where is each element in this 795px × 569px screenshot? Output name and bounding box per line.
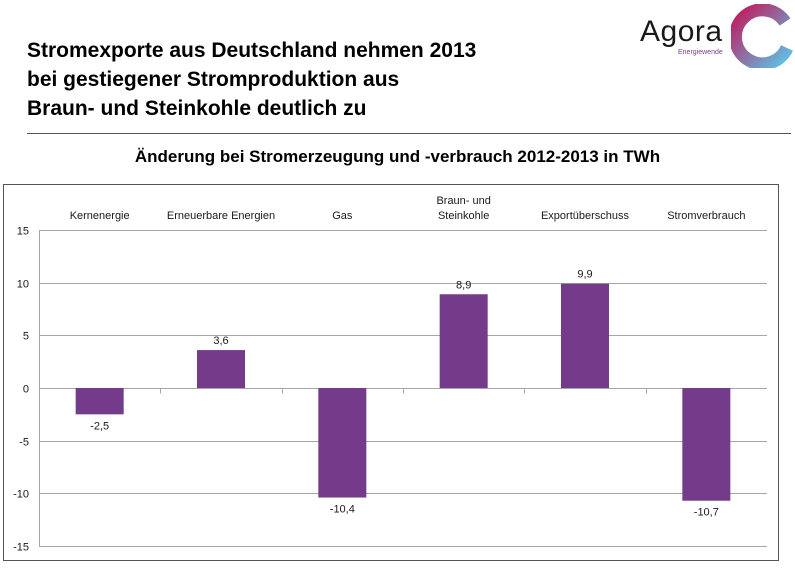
bar	[439, 294, 488, 388]
y-tick-label: 0	[23, 384, 29, 396]
y-tick-label: -5	[19, 437, 29, 449]
y-tick-label: 10	[17, 279, 29, 291]
headline-line: Braun- und Steinkohle deutlich zu	[27, 97, 367, 120]
value-label: -10,4	[330, 504, 355, 516]
agora-ring-icon	[731, 4, 793, 68]
headline-line: Stromexporte aus Deutschland nehmen 2013	[27, 39, 477, 62]
bar	[197, 350, 245, 388]
logo-subtitle: Energiewende	[678, 49, 723, 56]
chart-title: Änderung bei Stromerzeugung und -verbrau…	[134, 147, 661, 166]
category-label: Kernenergie	[70, 210, 130, 222]
y-tick-label: 15	[17, 226, 29, 238]
category-label: Exportüberschuss	[541, 210, 630, 222]
value-label: 8,9	[456, 279, 471, 291]
bars	[75, 283, 731, 501]
category-label: Gas	[332, 210, 353, 222]
category-label: Braun- und Steinkohle	[436, 195, 490, 222]
logo-name: Agora	[640, 15, 723, 48]
value-label: -2,5	[90, 420, 109, 432]
header-divider	[27, 133, 791, 134]
y-tick-label: 5	[23, 331, 29, 343]
category-labels: Kernenergie Erneuerbare Energien Gas Braun-…	[70, 195, 746, 222]
y-tick-label: -15	[13, 542, 29, 554]
bar	[561, 283, 609, 388]
headline: Stromexporte aus Deutschland nehmen 2013…	[27, 36, 587, 123]
value-labels: -2,5 3,6 -10,4 8,9 9,9 -10,7	[90, 269, 719, 519]
chart-frame	[3, 184, 779, 561]
value-label: -10,7	[694, 507, 719, 519]
agora-logo: Agora Energiewende	[636, 4, 795, 68]
bar	[318, 388, 367, 498]
gridlines	[39, 230, 767, 547]
value-label: 3,6	[213, 335, 228, 347]
y-axis-ticks: 15 10 5 0 -5 -10 -15	[13, 226, 29, 554]
headline-line: bei gestiegener Stromproduktion aus	[27, 68, 400, 91]
bar	[75, 388, 124, 415]
category-label: Stromverbrauch	[667, 210, 745, 222]
y-tick-label: -10	[13, 489, 29, 501]
bar	[682, 388, 731, 501]
category-label: Erneuerbare Energien	[167, 210, 275, 222]
value-label: 9,9	[577, 269, 592, 281]
